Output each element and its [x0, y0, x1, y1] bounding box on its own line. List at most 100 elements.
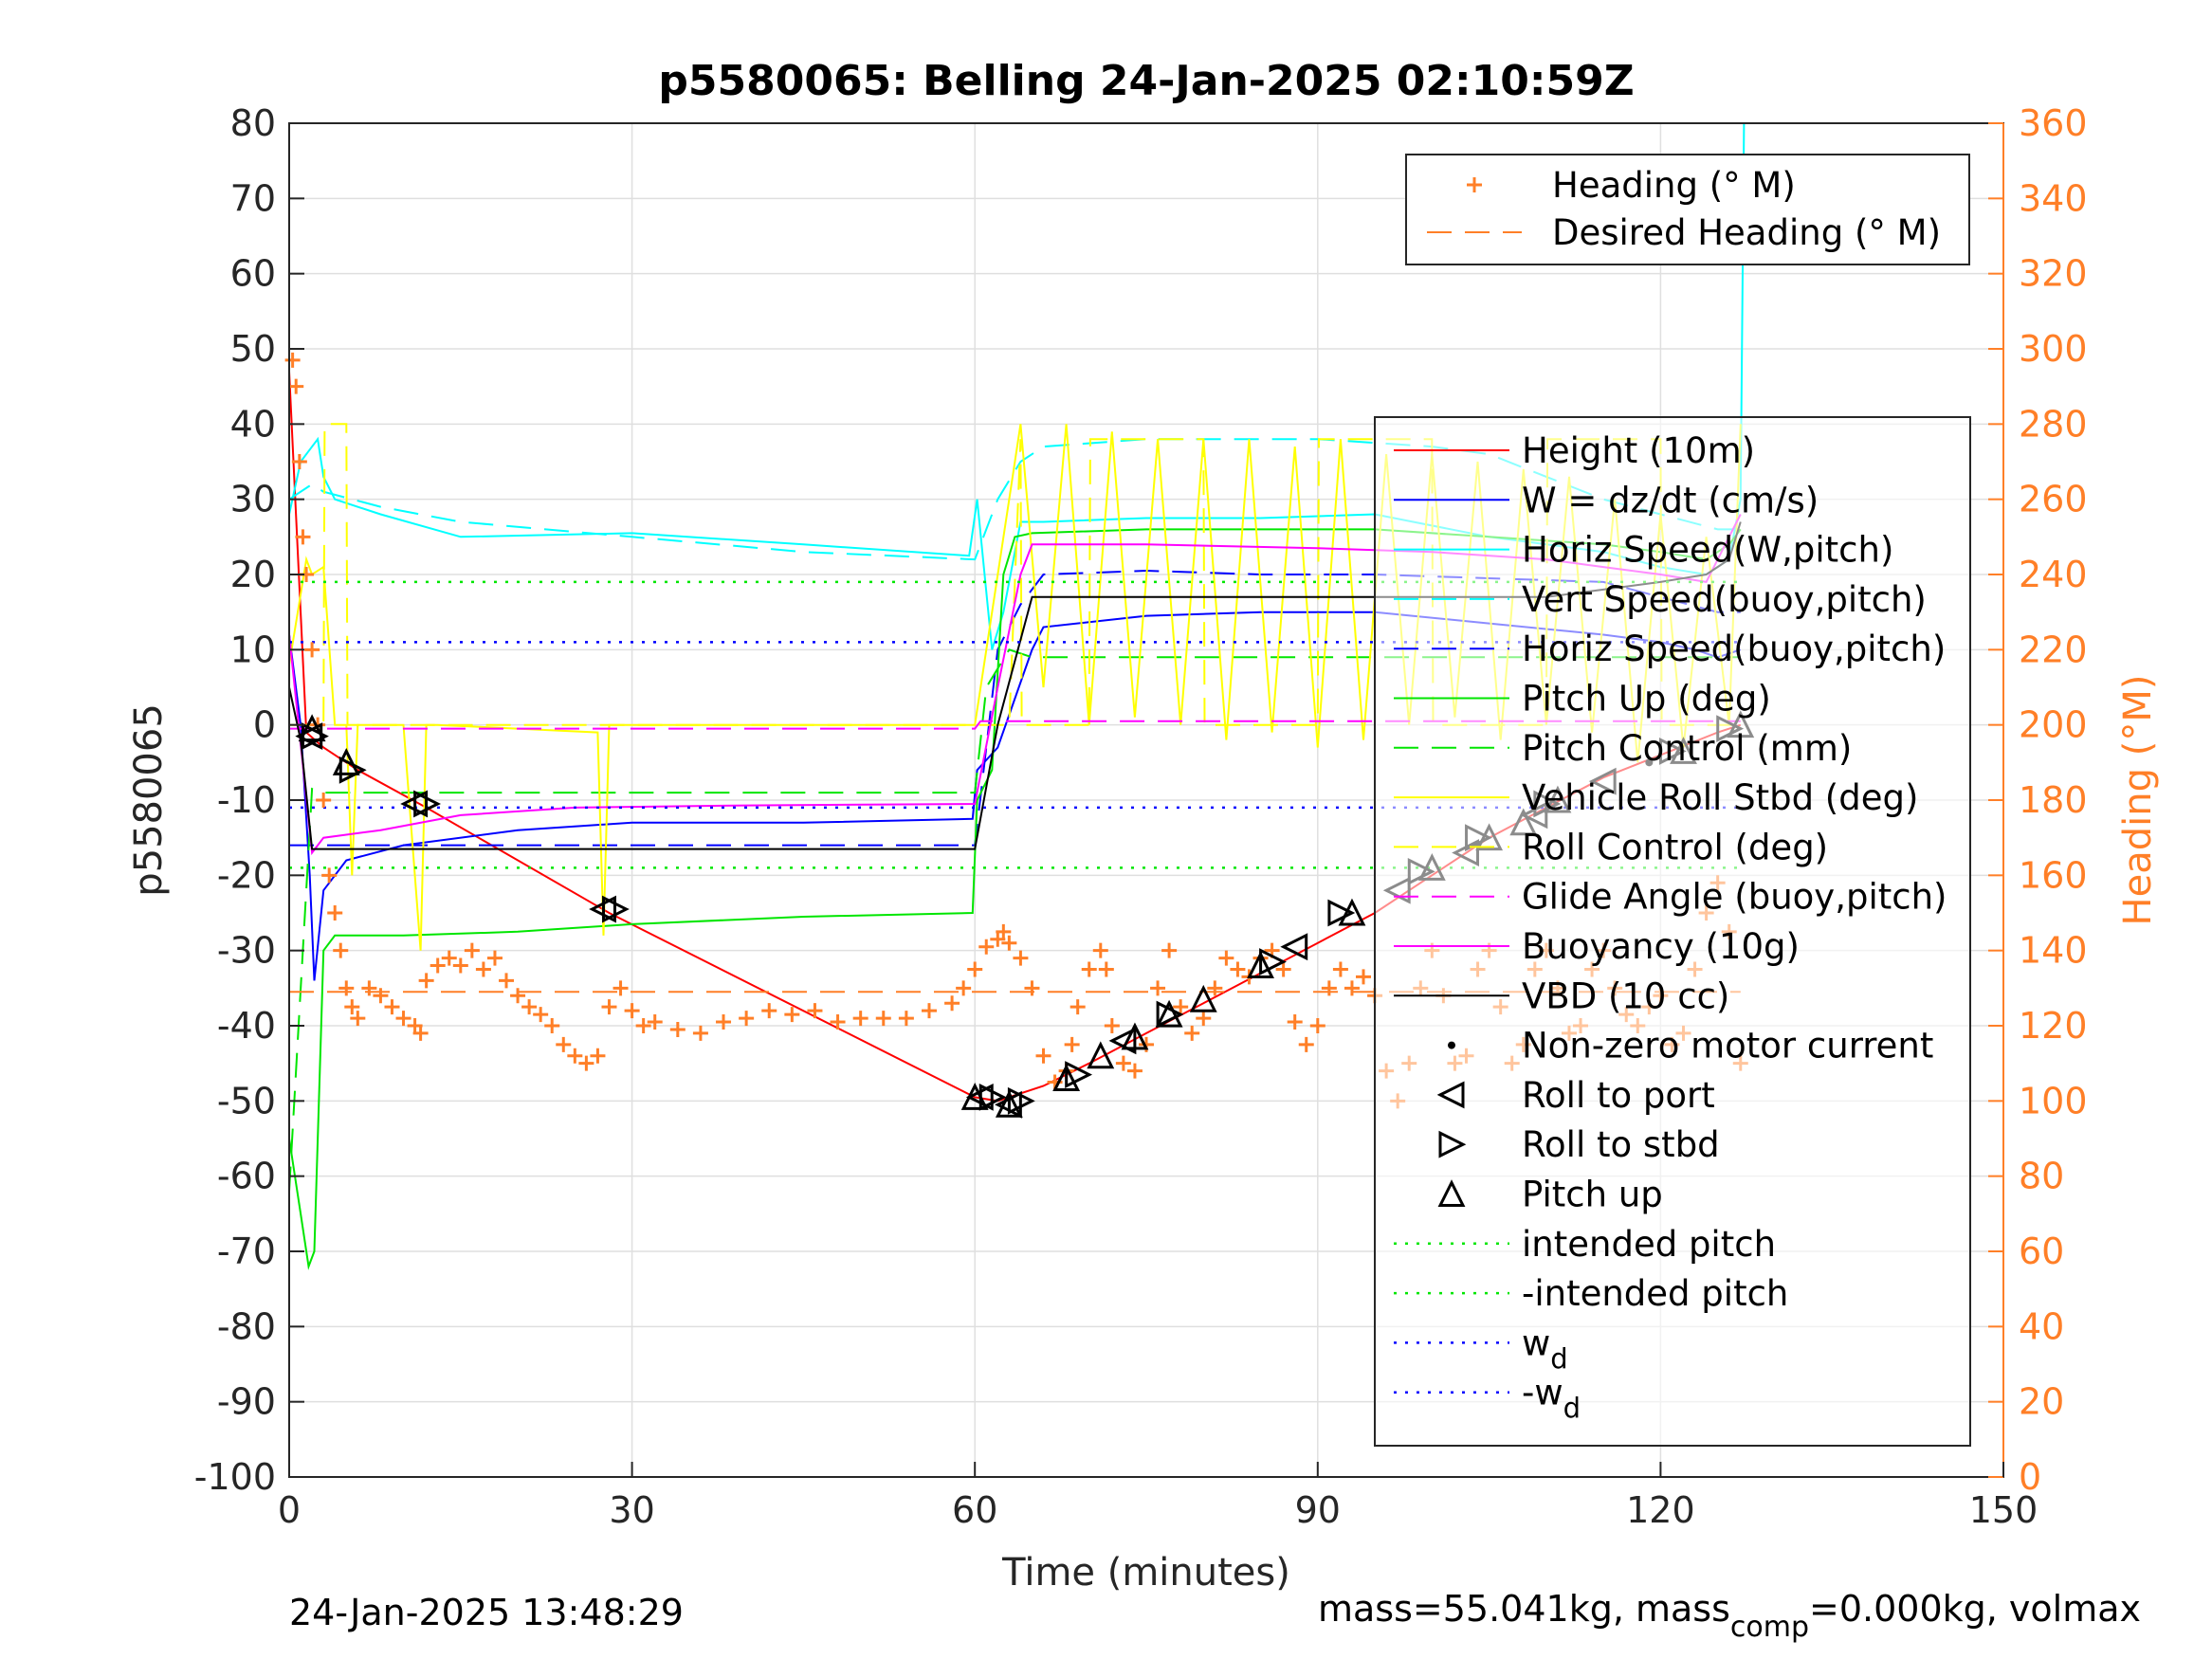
series-glide-angle-buoy-pitch — [289, 720, 1741, 730]
heading-point — [1024, 980, 1040, 996]
right-tick-label: 100 — [2019, 1080, 2088, 1121]
right-tick-label: 320 — [2019, 253, 2088, 295]
left-tick-label: -20 — [217, 854, 276, 896]
pitch-up-marker — [1155, 999, 1183, 1028]
legend-main-label: Horiz Speed(buoy,pitch) — [1522, 629, 1946, 669]
heading-point — [1275, 961, 1291, 977]
heading-point — [284, 352, 301, 368]
x-axis-label: Time (minutes) — [1001, 1551, 1290, 1595]
legend-sample-tri-up — [1437, 1179, 1466, 1207]
heading-point — [996, 923, 1012, 939]
heading-point — [533, 1007, 549, 1023]
right-tick-label: 340 — [2019, 177, 2088, 219]
heading-point — [590, 1048, 606, 1064]
heading-point — [1321, 980, 1337, 996]
legend-main-entry: -wd — [1394, 1373, 1581, 1425]
legend-heading-box — [1405, 154, 1970, 265]
heading-point — [1173, 999, 1189, 1015]
legend-sample-tri-left — [1436, 1081, 1465, 1109]
heading-point — [556, 1036, 572, 1052]
heading-point — [1356, 969, 1372, 985]
pitch-up-marker — [960, 1083, 989, 1110]
roll-to-stbd-marker — [1259, 948, 1287, 975]
legend-main-label: Roll to port — [1522, 1075, 1715, 1116]
pitch-up-marker — [332, 747, 360, 775]
heading-point — [1150, 980, 1166, 996]
pitch-up-marker — [298, 714, 326, 742]
legend-main-entry: Height (10m) — [1394, 430, 1755, 471]
heading-point — [510, 988, 526, 1004]
heading-point — [1287, 1014, 1303, 1030]
pitch-up-marker — [1052, 1064, 1081, 1092]
x-tick-label: 90 — [1295, 1489, 1341, 1531]
legend-main-entry: Pitch up — [1437, 1175, 1663, 1215]
heading-point — [612, 980, 629, 996]
legend-main-label: VBD (10 cc) — [1522, 975, 1729, 1016]
pitch-up-marker — [995, 1089, 1023, 1118]
legend-main-label: Roll Control (deg) — [1522, 827, 1828, 867]
legend-main-entry: Horiz Speed(W,pitch) — [1394, 530, 1893, 571]
legend-top-entry: Desired Heading (° M) — [1427, 212, 1941, 253]
pitch-up-marker — [1121, 1022, 1149, 1050]
heading-point — [1126, 1063, 1143, 1079]
legend-main-entry: intended pitch — [1394, 1224, 1776, 1265]
right-tick-label: 360 — [2019, 102, 2088, 144]
legend-main-label: -wd — [1522, 1373, 1581, 1425]
series-pitch-control-mm — [288, 648, 1741, 1192]
right-axis-label: Heading (°M) — [2116, 675, 2160, 926]
legend-main-entry: Vert Speed(buoy,pitch) — [1394, 579, 1927, 620]
right-tick-label: 20 — [2019, 1381, 2064, 1423]
right-tick-label: 280 — [2019, 403, 2088, 445]
legend-main-entry: Glide Angle (buoy,pitch) — [1394, 877, 1947, 918]
right-axis-ticks: 3603403203002802602402202001801601401201… — [1988, 102, 2088, 1498]
roll-to-stbd-marker — [602, 895, 630, 923]
heading-point — [1115, 1055, 1131, 1071]
legend-main-label-main: Vehicle Roll Stbd (deg) — [1522, 777, 1918, 818]
left-tick-label: 60 — [230, 253, 276, 295]
legend-main-label-main: Height (10m) — [1522, 430, 1755, 471]
heading-point — [624, 1003, 640, 1019]
heading-point — [567, 1048, 583, 1064]
heading-point — [321, 867, 338, 884]
legend-main-label-main: Vert Speed(buoy,pitch) — [1522, 579, 1927, 620]
legend-sample-tri-right — [1438, 1130, 1467, 1158]
heading-point — [669, 1021, 686, 1037]
legend-main-label-main: Roll to port — [1522, 1075, 1715, 1116]
heading-point — [761, 1003, 777, 1019]
heading-point — [486, 950, 503, 966]
heading-point — [350, 1011, 366, 1027]
legend-main-entry: VBD (10 cc) — [1394, 975, 1729, 1016]
left-tick-label: 10 — [230, 629, 276, 670]
heading-point — [830, 1014, 846, 1030]
x-tick-label: 120 — [1626, 1489, 1695, 1531]
right-tick-label: 160 — [2019, 854, 2088, 896]
legend-main-label-main: Pitch Up (deg) — [1522, 679, 1771, 720]
right-tick-label: 60 — [2019, 1231, 2064, 1272]
legend-main-label: wd — [1522, 1322, 1568, 1375]
legend-main-entry: Vehicle Roll Stbd (deg) — [1394, 777, 1918, 818]
heading-point — [1196, 1011, 1212, 1027]
heading-point — [1332, 961, 1348, 977]
footer-mass-part1: mass=55.041kg, mass — [1318, 1588, 1730, 1630]
heading-point — [692, 1025, 708, 1041]
legend-main-entry: -intended pitch — [1394, 1273, 1788, 1314]
legend-main-label-main: Glide Angle (buoy,pitch) — [1522, 877, 1947, 918]
heading-point — [418, 973, 434, 989]
heading-point — [807, 1003, 823, 1019]
roll-to-stbd-marker — [1007, 1086, 1035, 1115]
heading-point — [1064, 1036, 1080, 1052]
heading-point — [384, 999, 400, 1015]
left-tick-label: 20 — [230, 554, 276, 595]
pitch-up-marker — [1247, 951, 1274, 979]
legend-main-label-main: VBD (10 cc) — [1522, 975, 1729, 1016]
heading-point — [1098, 961, 1114, 977]
legend-main-entry: Roll to stbd — [1438, 1124, 1720, 1165]
x-tick-label: 30 — [609, 1489, 654, 1531]
right-tick-label: 180 — [2019, 779, 2088, 821]
legend-main-label-main: Roll Control (deg) — [1522, 827, 1828, 867]
right-tick-label: 240 — [2019, 554, 2088, 595]
heading-point — [1081, 961, 1097, 977]
heading-point — [464, 942, 480, 958]
right-tick-label: 260 — [2019, 479, 2088, 520]
